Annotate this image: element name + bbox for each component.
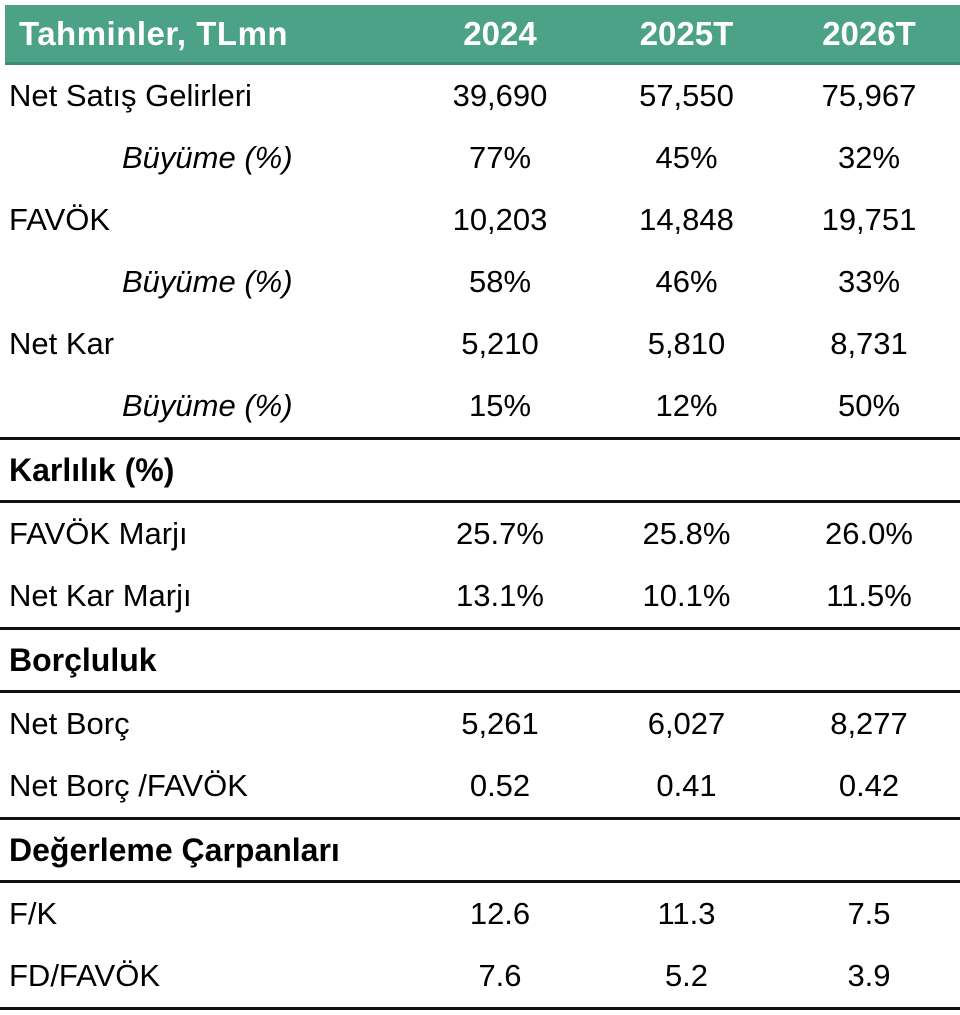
row-label: Büyüme (%) [122, 264, 293, 299]
row-label: Net Kar [9, 326, 115, 361]
cell-value-2026t: 33% [837, 264, 901, 299]
table-row: Net Borç /FAVÖK 0.52 0.41 0.42 [0, 755, 960, 817]
row-label: F/K [9, 896, 58, 931]
cell-value-2025t: 0.41 [656, 768, 717, 803]
cell-value-2024: 10,203 [452, 202, 548, 237]
forecast-table: Tahminler, TLmn 2024 2025T 2026T Net Sat… [0, 5, 960, 1010]
row-label: FD/FAVÖK [9, 958, 161, 993]
table-row: Net Kar 5,210 5,810 8,731 [0, 313, 960, 375]
cell-value-2024: 15% [468, 388, 532, 423]
cell-value-2024: 0.52 [469, 768, 531, 803]
cell-value-2024: 39,690 [452, 78, 548, 113]
row-label: Büyüme (%) [122, 140, 293, 175]
cell-value-2026t: 75,967 [821, 78, 917, 113]
table-row: FD/FAVÖK 7.6 5.2 3.9 [0, 945, 960, 1007]
cell-value-2024: 5,210 [461, 326, 539, 361]
row-label: Net Borç [9, 706, 130, 741]
cell-value-2026t: 19,751 [821, 202, 917, 237]
cell-value-2025t: 5,810 [647, 326, 726, 361]
cell-value-2026t: 50% [837, 388, 901, 423]
section-title: Borçluluk [0, 627, 960, 693]
table-header-row: Tahminler, TLmn 2024 2025T 2026T [5, 5, 960, 65]
table-row: FAVÖK 10,203 14,848 19,751 [0, 189, 960, 251]
cell-value-2024: 7.6 [478, 958, 522, 993]
cell-value-2026t: 0.42 [838, 768, 900, 803]
cell-value-2025t: 57,550 [639, 78, 734, 113]
section-title: Karlılık (%) [0, 437, 960, 503]
cell-value-2025t: 45% [655, 140, 718, 175]
cell-value-2026t: 8,731 [830, 326, 908, 361]
row-label: Net Satış Gelirleri [9, 78, 252, 113]
column-header-2025t: 2025T [639, 14, 734, 52]
cell-value-2025t: 46% [655, 264, 718, 299]
table-row: Net Satış Gelirleri 39,690 57,550 75,967 [0, 65, 960, 127]
cell-value-2025t: 6,027 [647, 706, 726, 741]
cell-value-2024: 12.6 [469, 896, 531, 931]
table-row: Büyüme (%) 77% 45% 32% [0, 127, 960, 189]
row-label: FAVÖK [9, 202, 111, 237]
column-header-2024: 2024 [463, 14, 537, 52]
cell-value-2025t: 10.1% [642, 578, 731, 613]
table-row: Net Kar Marjı 13.1% 10.1% 11.5% [0, 565, 960, 627]
cell-value-2025t: 14,848 [639, 202, 734, 237]
cell-value-2024: 77% [468, 140, 532, 175]
cell-value-2024: 58% [468, 264, 532, 299]
cell-value-2025t: 25.8% [642, 516, 731, 551]
column-header-2026t: 2026T [822, 14, 916, 52]
table-body: Net Satış Gelirleri 39,690 57,550 75,967… [0, 65, 960, 1007]
cell-value-2025t: 12% [655, 388, 718, 423]
cell-value-2024: 25.7% [456, 516, 544, 551]
cell-value-2025t: 11.3 [657, 896, 716, 931]
row-label: FAVÖK Marjı [9, 516, 188, 551]
table-row: Büyüme (%) 58% 46% 33% [0, 251, 960, 313]
cell-value-2026t: 8,277 [830, 706, 908, 741]
table-row: F/K 12.6 11.3 7.5 [0, 883, 960, 945]
section-title: Değerleme Çarpanları [0, 817, 960, 883]
row-label: Büyüme (%) [122, 388, 293, 423]
table-row: Net Borç 5,261 6,027 8,277 [0, 693, 960, 755]
cell-value-2024: 13.1% [456, 578, 544, 613]
cell-value-2025t: 5.2 [664, 958, 709, 993]
table-title: Tahminler, TLmn [19, 14, 289, 52]
row-label: Net Kar Marjı [9, 578, 192, 613]
table-bottom-rule [0, 1007, 960, 1010]
row-label: Net Borç /FAVÖK [9, 768, 248, 803]
cell-value-2026t: 7.5 [847, 896, 891, 931]
cell-value-2026t: 11.5% [826, 578, 912, 613]
cell-value-2024: 5,261 [461, 706, 539, 741]
cell-value-2026t: 32% [837, 140, 901, 175]
cell-value-2026t: 3.9 [847, 958, 891, 993]
cell-value-2026t: 26.0% [825, 516, 913, 551]
table-row: Büyüme (%) 15% 12% 50% [0, 375, 960, 437]
table-row: FAVÖK Marjı 25.7% 25.8% 26.0% [0, 503, 960, 565]
